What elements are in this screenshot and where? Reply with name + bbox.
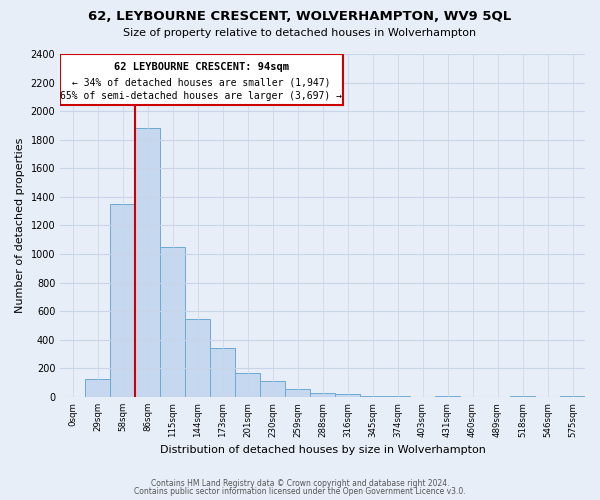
Y-axis label: Number of detached properties: Number of detached properties (15, 138, 25, 313)
Text: 62, LEYBOURNE CRESCENT, WOLVERHAMPTON, WV9 5QL: 62, LEYBOURNE CRESCENT, WOLVERHAMPTON, W… (88, 10, 512, 23)
Bar (135, 128, 160, 397)
Text: 62 LEYBOURNE CRESCENT: 94sqm: 62 LEYBOURNE CRESCENT: 94sqm (114, 62, 289, 72)
Bar (335, 394, 360, 397)
Bar (360, 396, 385, 397)
Bar (110, 204, 135, 397)
Text: Contains HM Land Registry data © Crown copyright and database right 2024.: Contains HM Land Registry data © Crown c… (151, 478, 449, 488)
Text: ← 34% of detached houses are smaller (1,947): ← 34% of detached houses are smaller (1,… (72, 78, 331, 88)
Bar (510, 396, 535, 397)
Bar (310, 394, 335, 397)
Bar (385, 396, 410, 397)
X-axis label: Distribution of detached houses by size in Wolverhampton: Distribution of detached houses by size … (160, 445, 485, 455)
Bar (160, 247, 185, 397)
Bar (85, 379, 110, 397)
Bar (60, 54, 343, 106)
Bar (260, 381, 285, 397)
Text: 65% of semi-detached houses are larger (3,697) →: 65% of semi-detached houses are larger (… (61, 91, 343, 101)
Bar (435, 396, 460, 397)
Text: Size of property relative to detached houses in Wolverhampton: Size of property relative to detached ho… (124, 28, 476, 38)
Text: Contains public sector information licensed under the Open Government Licence v3: Contains public sector information licen… (134, 487, 466, 496)
Bar (210, 348, 235, 397)
Bar (235, 374, 260, 397)
Bar (560, 396, 585, 397)
Bar (185, 319, 210, 397)
Bar (285, 389, 310, 397)
